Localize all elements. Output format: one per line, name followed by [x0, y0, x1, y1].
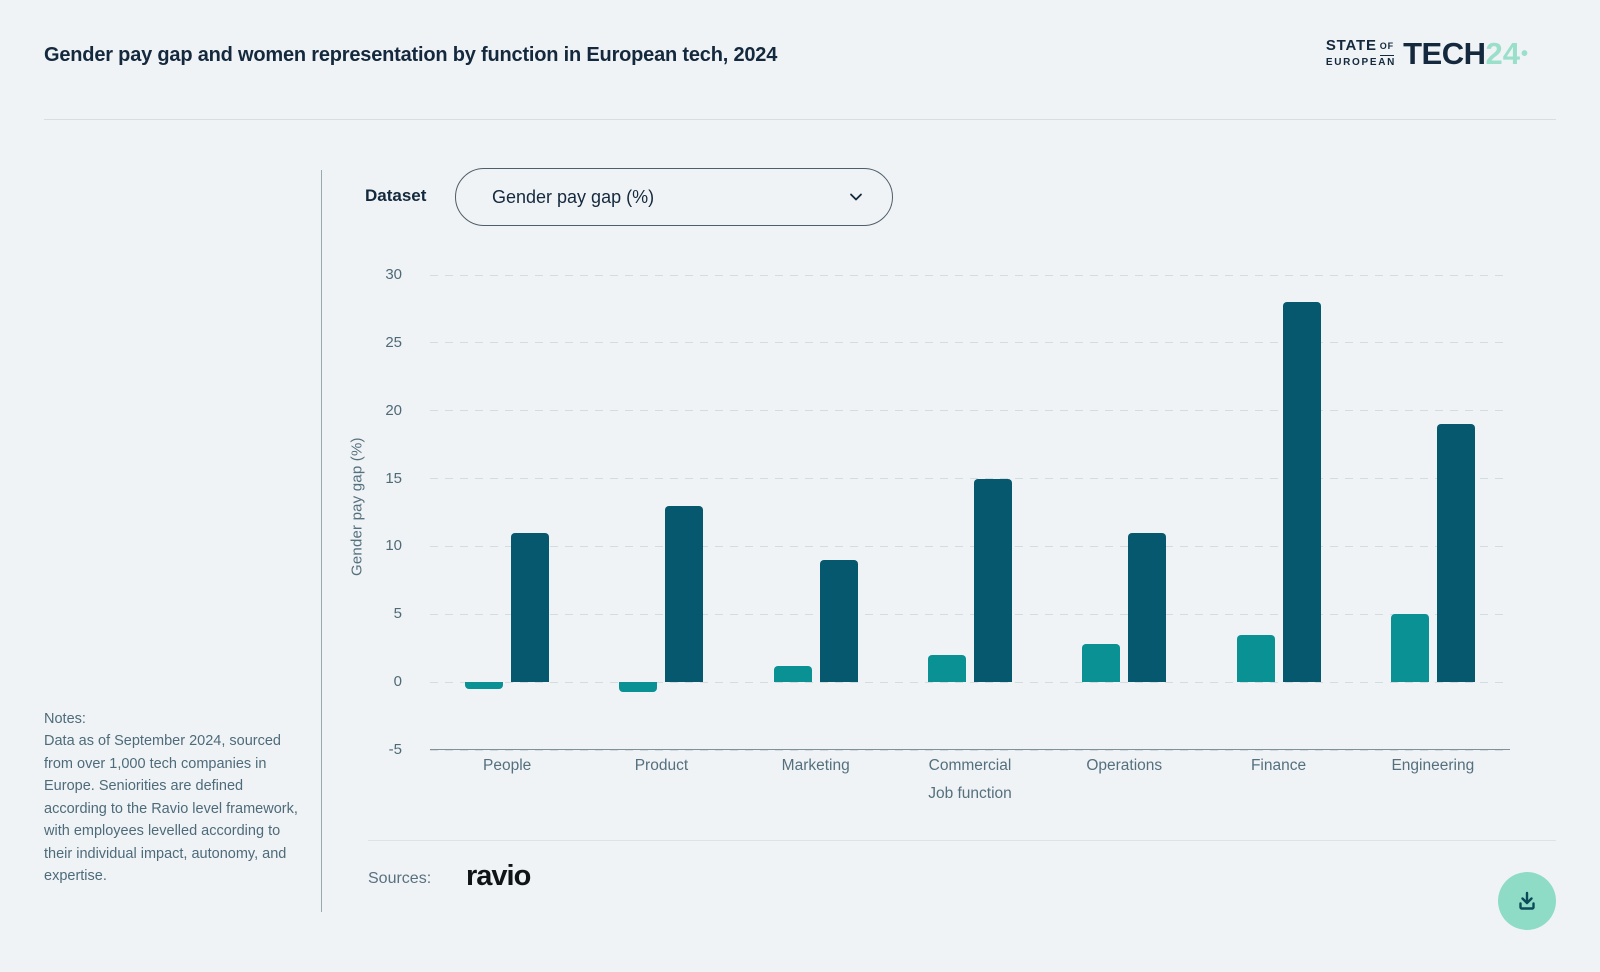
sources-divider [368, 840, 1556, 841]
y-tick-label: 15 [385, 469, 402, 487]
dataset-label: Dataset [365, 186, 427, 205]
logo-european-text: EUROPEAN [1325, 57, 1397, 68]
bar-dark-teal-series-engineering [1436, 424, 1475, 683]
y-axis-ticks: 30 25 20 15 10 5 0 -5 [336, 266, 416, 758]
x-axis-title: Job function [928, 785, 1012, 802]
vertical-divider [321, 170, 322, 912]
logo-dot: • [1520, 42, 1528, 65]
x-category-label-engineering: Engineering [1391, 757, 1475, 774]
gridline-0 [430, 681, 1510, 683]
notes: Notes: Data as of September 2024, source… [44, 708, 304, 888]
x-category-label-commercial: Commercial [928, 757, 1012, 774]
bar-teal-series-product [619, 682, 658, 692]
gridline-15 [430, 478, 1510, 480]
bar-dark-teal-series-finance [1282, 302, 1321, 683]
bar-dark-teal-series-people [511, 532, 550, 683]
y-tick-label: 25 [385, 333, 402, 351]
notes-body: Data as of September 2024, sourced from … [44, 733, 298, 885]
dataset-dropdown[interactable]: Gender pay gap (%) [455, 168, 893, 226]
header-divider [44, 119, 1556, 120]
x-axis-category-labels: People Product Marketing Commercial Operatio… [430, 757, 1510, 775]
bar-teal-series-finance [1236, 634, 1275, 683]
bar-dark-teal-series-commercial [974, 478, 1012, 683]
gridline-20 [430, 410, 1510, 412]
logo-tech-text: TECH [1403, 35, 1486, 71]
gridline-25 [430, 342, 1510, 344]
y-tick-label: 30 [385, 266, 402, 283]
bar-teal-series-operations [1082, 644, 1121, 683]
x-category-label-people: People [483, 757, 532, 774]
logo-state-text: STATE [1325, 37, 1377, 54]
y-tick-label: 5 [393, 605, 402, 623]
page-title: Gender pay gap and women representation … [44, 44, 778, 66]
logo-state-of-european: STATE OF EUROPEAN [1326, 38, 1396, 69]
logo-year-text: 24 [1485, 35, 1520, 71]
bar-teal-series-engineering [1390, 614, 1429, 683]
x-category-label-marketing: Marketing [781, 757, 850, 774]
y-tick-label: 20 [385, 401, 402, 419]
bar-dark-teal-series-product [665, 505, 704, 683]
gridline-5 [430, 613, 1510, 615]
gridline-10 [430, 545, 1510, 547]
bar-teal-series-commercial [928, 655, 966, 683]
y-tick-label: 0 [393, 673, 402, 691]
bar-dark-teal-series-operations [1128, 532, 1167, 683]
y-tick-label: 10 [385, 537, 402, 555]
bar-teal-series-people [465, 682, 504, 689]
bar-chart-plot-area [430, 274, 1510, 751]
bar-dark-teal-series-marketing [819, 560, 858, 683]
logo-of-text: OF [1379, 39, 1394, 56]
notes-heading: Notes: [44, 711, 86, 727]
dataset-selected-value: Gender pay gap (%) [492, 186, 655, 207]
sources-label: Sources: [368, 870, 432, 887]
download-icon [1519, 891, 1535, 910]
y-tick-label: -5 [388, 741, 402, 758]
x-category-label-operations: Operations [1086, 757, 1163, 774]
x-category-label-product: Product [634, 757, 689, 774]
download-button[interactable] [1498, 872, 1556, 930]
gridline--5 [430, 749, 1510, 751]
ravio-logo: ravio [466, 860, 531, 892]
x-category-label-finance: Finance [1250, 757, 1307, 774]
chevron-down-icon [850, 193, 862, 201]
gridline-30 [430, 274, 1510, 276]
bar-teal-series-marketing [773, 665, 812, 683]
state-of-european-tech-logo: STATE OF EUROPEAN TECH 24 • [1326, 38, 1528, 69]
